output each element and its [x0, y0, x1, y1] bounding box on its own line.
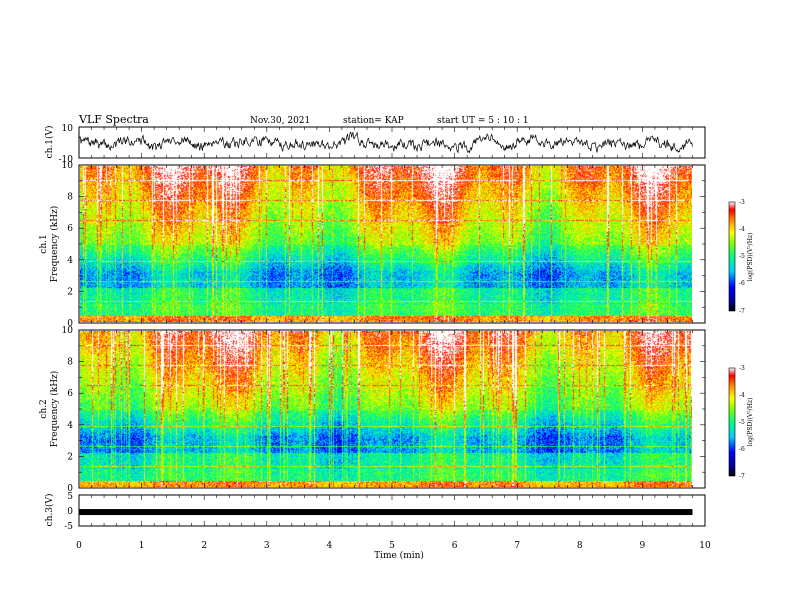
ch2-spectrogram-ylabel-frequency: Frequency (kHz) — [49, 371, 60, 448]
ch1-spectrogram-ytick: 8 — [67, 193, 73, 203]
ch1-cb-tick-m7: -7 — [739, 308, 745, 315]
ch1-spectrogram-ytick: 2 — [67, 287, 73, 297]
x-tick-label: 9 — [640, 541, 646, 551]
ch2-spectrogram-ytick: 4 — [67, 421, 73, 431]
ch1-waveform-ticks — [78, 127, 706, 158]
ch1-colorbar: -3 -4 -5 -6 -7 log(PSD)(V²/Hz) — [728, 199, 754, 315]
ch2-spectrogram-image — [80, 331, 692, 487]
x-tick-label: 6 — [452, 541, 458, 551]
ch1-spectrogram-ylabel-frequency: Frequency (kHz) — [49, 206, 60, 283]
ch2-spectrogram-ytick: 10 — [62, 326, 74, 336]
ch2-spectrogram-ytick: 6 — [67, 389, 73, 399]
ch2-spectrogram-ytick: 8 — [67, 358, 73, 368]
ch2-cb-tick-m4: -4 — [739, 392, 745, 399]
x-tick-label: 1 — [139, 541, 145, 551]
ch2-cb-tick-m6: -6 — [739, 446, 745, 453]
ch1-colorbar-label: log(PSD)(V²/Hz) — [747, 233, 754, 282]
x-tick-label: 2 — [201, 541, 207, 551]
start-time-label: start UT = 5 : 10 : 1 — [437, 116, 529, 126]
figure-title: VLF Spectra — [78, 113, 149, 126]
ch2-colorbar-bar — [728, 367, 736, 477]
ch2-colorbar-label: log(PSD)(V²/Hz) — [747, 398, 754, 447]
ch3-ytick-bottom: -5 — [64, 522, 73, 532]
ch2-spectrogram-panel: 0 2 4 6 8 10 ch.2 Frequency (kHz) — [39, 326, 706, 494]
x-axis-label: Time (min) — [374, 550, 424, 561]
ch1-spectrogram-panel: 0 2 4 6 8 10 ch.1 Frequency (kHz) — [39, 161, 706, 329]
ch1-cb-tick-m4: -4 — [739, 226, 745, 233]
ch1-spectrogram-ylabel-channel: ch.1 — [39, 234, 49, 253]
ch1-ytick-top: 10 — [62, 124, 74, 134]
x-axis-tick-labels: 0 1 2 3 4 5 6 7 8 9 10 — [76, 541, 711, 551]
ch1-ytick-bottom: -10 — [59, 155, 74, 165]
ch3-ylabel: ch.3(V) — [44, 494, 55, 527]
date-label: Nov.30, 2021 — [250, 116, 310, 126]
ch1-spectrogram-ytick: 0 — [67, 319, 73, 329]
ch2-spectrogram-ylabel-channel: ch.2 — [39, 399, 49, 418]
x-tick-label: 8 — [577, 541, 583, 551]
ch1-cb-tick-m5: -5 — [739, 253, 745, 260]
ch1-cb-tick-m3: -3 — [739, 199, 745, 206]
x-tick-label: 4 — [327, 541, 333, 551]
x-tick-label: 3 — [264, 541, 270, 551]
ch1-spectrogram-ytick: 4 — [67, 256, 73, 266]
ch2-spectrogram-ytick: 0 — [67, 484, 73, 494]
ch1-spectrogram-image — [80, 166, 692, 322]
ch2-colorbar: -3 -4 -5 -6 -7 log(PSD)(V²/Hz) — [728, 365, 754, 480]
ch1-waveform-line — [78, 131, 693, 154]
ch3-signal-panel: 5 0 -5 ch.3(V) — [44, 492, 706, 532]
ch2-spectrogram-ticks — [78, 329, 706, 489]
station-label: station= KAP — [343, 116, 404, 126]
ch3-ytick-top: 5 — [67, 492, 73, 502]
ch1-spectrogram-yticklabels: 0 2 4 6 8 10 — [62, 161, 74, 329]
ch2-cb-tick-m7: -7 — [739, 473, 745, 480]
x-tick-label: 5 — [389, 541, 395, 551]
ch1-spectrogram-ticks — [78, 164, 706, 324]
ch1-ylabel: ch.1(V) — [44, 126, 55, 159]
ch2-spectrogram-ytick: 2 — [67, 452, 73, 462]
ch3-signal-trace — [79, 509, 693, 516]
ch2-spectrogram-yticklabels: 0 2 4 6 8 10 — [62, 326, 74, 494]
ch1-cb-tick-m6: -6 — [739, 280, 745, 287]
ch1-waveform-panel: 10 -10 ch.1(V) — [44, 124, 706, 165]
x-tick-label: 0 — [76, 541, 82, 551]
ch1-spectrogram-ytick: 6 — [67, 224, 73, 234]
ch3-ytick-mid: 0 — [67, 507, 73, 517]
ch2-cb-tick-m5: -5 — [739, 419, 745, 426]
x-tick-label: 7 — [514, 541, 520, 551]
ch1-spectrogram-ytick: 10 — [62, 161, 74, 171]
ch1-colorbar-bar — [728, 201, 736, 312]
x-tick-label: 10 — [699, 541, 711, 551]
ch2-cb-tick-m3: -3 — [739, 365, 745, 372]
ch3-signal-ticks — [78, 495, 706, 526]
